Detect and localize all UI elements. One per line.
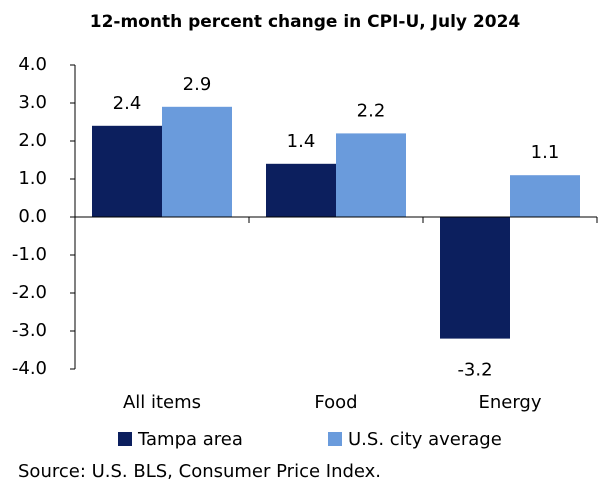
value-label: 1.4 [287, 131, 316, 152]
legend-label: Tampa area [137, 429, 243, 450]
legend-label: U.S. city average [348, 429, 502, 450]
source-note: Source: U.S. BLS, Consumer Price Index. [18, 461, 381, 482]
chart-title: 12-month percent change in CPI-U, July 2… [90, 12, 521, 32]
value-label: -3.2 [457, 360, 492, 381]
legend-swatch [328, 432, 342, 446]
y-tick-label: 2.0 [18, 130, 47, 151]
value-label: 2.2 [357, 100, 386, 121]
x-tick-label: Energy [478, 392, 541, 413]
y-tick-label: -3.0 [12, 320, 47, 341]
y-tick-label: -4.0 [12, 358, 47, 379]
x-tick-label: Food [314, 392, 357, 413]
bar [336, 133, 406, 217]
bar [92, 125, 162, 217]
bar [510, 175, 580, 217]
y-tick-label: 4.0 [18, 54, 47, 75]
value-label: 2.4 [113, 93, 142, 114]
legend-swatch [118, 432, 132, 446]
y-tick-label: 1.0 [18, 168, 47, 189]
y-tick-label: -1.0 [12, 244, 47, 265]
value-label: 1.1 [531, 142, 560, 163]
y-tick-label: 3.0 [18, 92, 47, 113]
x-tick-label: All items [123, 392, 201, 413]
value-label: 2.9 [183, 74, 212, 95]
y-tick-label: 0.0 [18, 206, 47, 227]
bar [162, 106, 232, 217]
bar [440, 217, 510, 339]
y-tick-label: -2.0 [12, 282, 47, 303]
bar [266, 163, 336, 217]
